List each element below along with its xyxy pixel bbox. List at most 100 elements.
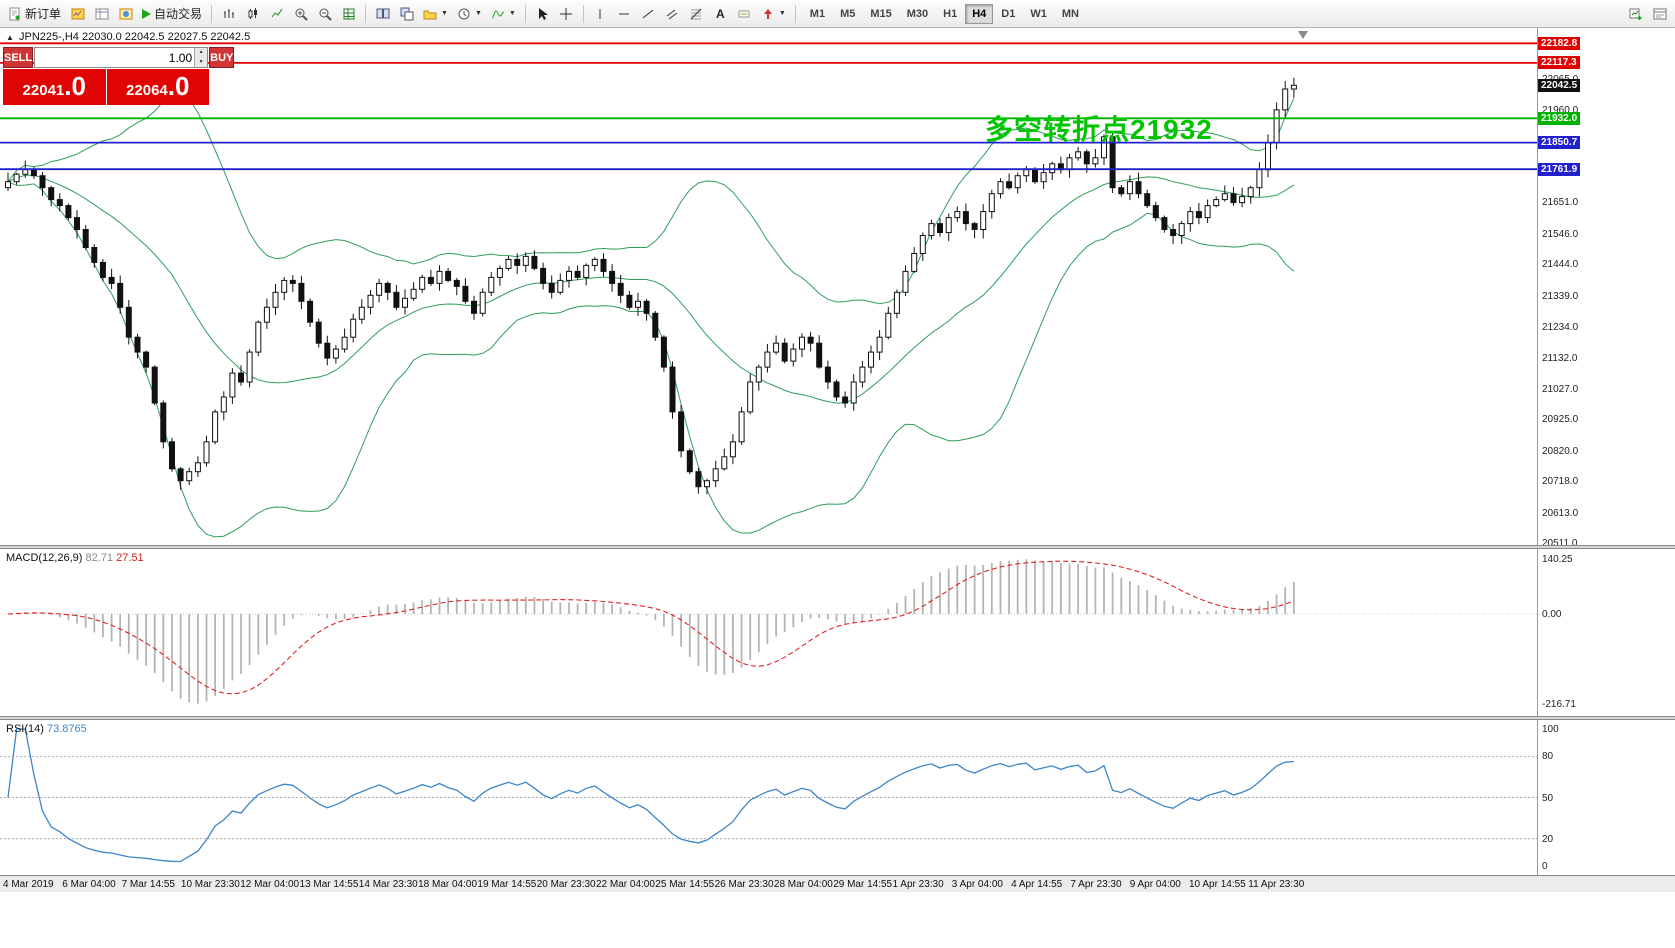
time-axis-label: 10 Apr 14:55 [1189, 879, 1246, 890]
indicators-dropdown-button[interactable]: ▼ [487, 3, 520, 25]
profiles-button[interactable]: ▼ [419, 3, 452, 25]
line-chart-icon [271, 8, 282, 17]
time-axis-label: 19 Mar 14:55 [477, 879, 537, 890]
autotrading-button[interactable]: 自动交易 [138, 3, 206, 25]
cursor-button[interactable] [531, 3, 554, 25]
volume-up-button[interactable]: ▲ [195, 48, 208, 58]
candlestick-icon [248, 7, 257, 19]
level-price-tag: 21761.9 [1538, 162, 1581, 176]
buy-button[interactable]: BUY [209, 47, 235, 68]
macd-axis-max: 140.25 [1542, 554, 1573, 566]
macd-axis-border[interactable] [1537, 549, 1538, 716]
toolbar-separator [794, 4, 796, 23]
level-price-tag: 22182.8 [1538, 36, 1581, 50]
rsi-axis-border[interactable] [1537, 720, 1538, 875]
vertical-line-button[interactable] [589, 3, 612, 25]
buy-price-frac: .0 [167, 71, 190, 101]
price-axis-label: 21339.0 [1542, 290, 1579, 302]
window-list-icon [1653, 8, 1666, 19]
timeframe-d1[interactable]: D1 [1001, 7, 1016, 20]
timeframe-m5[interactable]: M5 [840, 7, 856, 20]
time-axis-label: 22 Mar 04:00 [596, 879, 655, 890]
price-axis-border[interactable] [1537, 28, 1538, 545]
toolbar-separator [365, 4, 367, 23]
trendline-button[interactable] [637, 3, 660, 25]
time-axis-label: 7 Apr 23:30 [1070, 879, 1122, 890]
new-chart-button[interactable] [1624, 3, 1647, 25]
timeframe-h1[interactable]: H1 [943, 7, 958, 20]
bollinger-upper-band [7, 91, 1295, 305]
pane-splitter[interactable] [0, 716, 1675, 720]
window-list-button[interactable] [1648, 3, 1671, 25]
bar-chart-button[interactable] [217, 3, 240, 25]
navigator-button[interactable] [114, 3, 137, 25]
auto-arrange-button[interactable] [337, 3, 360, 25]
rsi-line [7, 728, 1294, 863]
time-axis[interactable]: 4 Mar 2019 6 Mar 04:00 7 Mar 14:55 10 Mar 2… [0, 875, 1675, 892]
tile-windows-button[interactable] [371, 3, 394, 25]
time-axis-label: 29 Mar 14:55 [833, 879, 893, 890]
main-chart-canvas[interactable] [0, 28, 1675, 545]
buy-price-main: 22064 [126, 82, 168, 99]
bollinger-lower-band [7, 181, 1295, 538]
timeframe-m15[interactable]: M15 [870, 7, 892, 20]
time-axis-label: 11 Apr 23:30 [1248, 879, 1305, 890]
chart-shift-marker[interactable] [1298, 31, 1308, 39]
timeframe-h4[interactable]: H4 [965, 3, 994, 24]
timeframe-mn[interactable]: MN [1061, 7, 1079, 20]
time-axis-label: 25 Mar 14:55 [655, 879, 715, 890]
candles-layer [5, 77, 1297, 495]
chevron-down-icon: ▼ [778, 10, 786, 17]
cascade-windows-icon [400, 7, 414, 20]
time-axis-label: 1 Apr 23:30 [892, 879, 944, 890]
arrows-tool-button[interactable]: ▼ [757, 3, 790, 25]
macd-pane: MACD(12,26,9) 82.71 27.51 140.25 0.00 -216… [0, 549, 1675, 716]
crosshair-icon [560, 7, 573, 20]
chart-symbol-label: JPN225-,H4 [18, 31, 79, 43]
timeframe-m30[interactable]: M30 [906, 7, 929, 20]
clock-icon [458, 8, 470, 19]
macd-canvas[interactable] [0, 549, 1675, 716]
timeframe-m1[interactable]: M1 [809, 7, 826, 20]
cascade-windows-button[interactable] [395, 3, 418, 25]
sell-price-display[interactable]: 22041.0 [3, 69, 106, 105]
collapse-panel-icon[interactable]: ▲ [6, 33, 14, 42]
price-axis-label: 21960.0 [1542, 104, 1579, 116]
crosshair-button[interactable] [555, 3, 578, 25]
period-dropdown-button[interactable]: ▼ [453, 3, 486, 25]
timeframe-w1[interactable]: W1 [1030, 7, 1047, 20]
autotrading-play-icon [142, 8, 152, 19]
pane-splitter[interactable] [0, 545, 1675, 549]
fibonacci-button[interactable] [685, 3, 708, 25]
text-tool-button[interactable]: A [709, 3, 732, 25]
rsi-canvas[interactable] [0, 720, 1675, 875]
bar-chart-icon [223, 8, 234, 18]
bollinger-middle-band [7, 174, 1295, 404]
toolbar-separator [582, 4, 584, 23]
line-chart-button[interactable] [265, 3, 288, 25]
text-label-button[interactable] [733, 3, 756, 25]
current-price-tag: 22042.5 [1538, 78, 1581, 92]
rsi-axis-label: 20 [1542, 833, 1554, 845]
volume-input[interactable] [35, 48, 195, 67]
data-window-button[interactable] [90, 3, 113, 25]
zoom-in-button[interactable] [289, 3, 312, 25]
market-watch-button[interactable] [66, 3, 89, 25]
volume-down-button[interactable]: ▼ [195, 57, 208, 67]
candlestick-button[interactable] [241, 3, 264, 25]
sell-button[interactable]: SELL [3, 47, 34, 68]
buy-price-display[interactable]: 22064.0 [106, 69, 209, 105]
channel-button[interactable] [661, 3, 684, 25]
tile-windows-icon [376, 8, 390, 18]
price-axis-label: 21132.0 [1542, 352, 1578, 364]
chart-annotation: 多空转折点21932 [985, 114, 1213, 145]
macd-signal-line [7, 560, 1295, 695]
zoom-out-button[interactable] [313, 3, 336, 25]
macd-value-main: 82.71 [85, 552, 114, 564]
time-axis-label: 12 Mar 04:00 [240, 879, 300, 890]
macd-value-signal: 27.51 [116, 552, 144, 564]
horizontal-line-button[interactable] [613, 3, 636, 25]
time-axis-label: 4 Apr 14:55 [1011, 879, 1063, 890]
new-order-button[interactable]: 新订单 [4, 3, 65, 25]
